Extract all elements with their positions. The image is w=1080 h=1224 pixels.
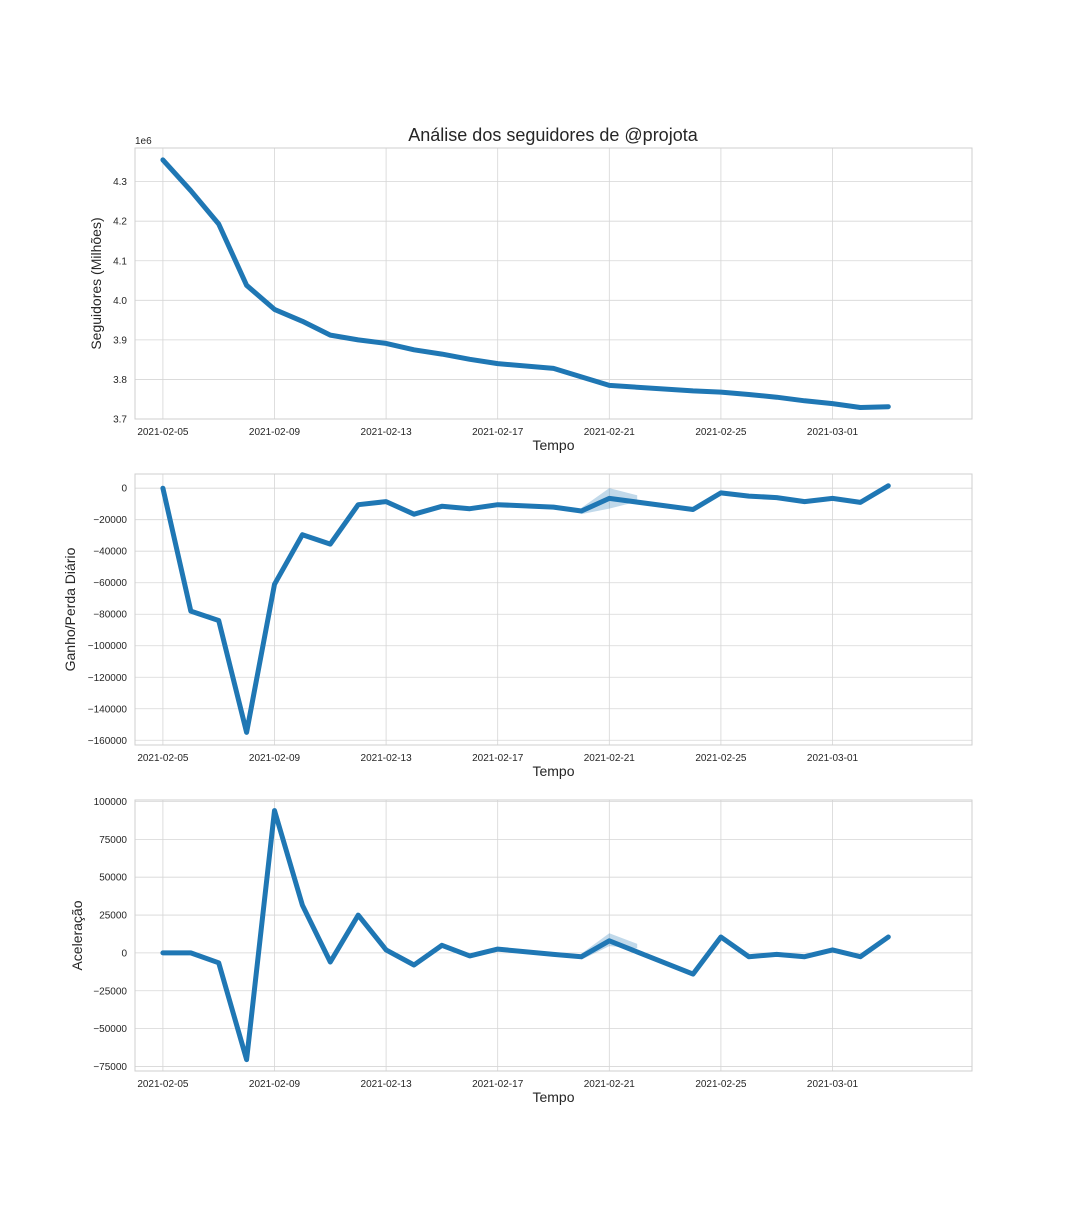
x-axis-label: Tempo [532,437,574,453]
y-axis-label: Seguidores (Milhões) [88,217,104,349]
series-line [160,483,891,735]
y-tick-label: −50000 [93,1024,127,1035]
y-tick-label: −80000 [93,610,127,621]
series-line [160,157,891,410]
confidence-band [581,488,638,515]
axes-frame [134,799,973,1072]
followers-panel: 2021-02-05 2021-02-09 2021-02-13 2021-02-17… [88,136,973,453]
x-tick-label: 2021-03-01 [807,753,859,764]
y-tick-label: −25000 [93,986,127,997]
x-tick-label: 2021-02-09 [249,427,301,438]
y-tick-label: 4.2 [113,217,127,228]
x-tick-label: 2021-02-21 [584,1079,636,1090]
x-tick-label: 2021-02-05 [137,1079,189,1090]
y-tick-label: 0 [121,484,127,495]
acceleration-panel: 2021-02-05 2021-02-09 2021-02-13 2021-02-17… [69,797,973,1105]
x-tick-label: 2021-02-17 [472,753,524,764]
y-tick-label: 50000 [99,873,127,884]
x-axis-label: Tempo [532,1089,574,1105]
x-tick-label: 2021-02-13 [361,753,413,764]
x-tick-label: 2021-02-25 [695,1079,747,1090]
y-tick-label: 25000 [99,911,127,922]
x-tick-label: 2021-03-01 [807,1079,859,1090]
x-tick-label: 2021-02-25 [695,753,747,764]
confidence-band [581,933,638,960]
y-tick-label: 3.7 [113,415,127,426]
x-axis-label: Tempo [532,763,574,779]
x-tick-label: 2021-02-05 [137,753,189,764]
chart-title: Análise dos seguidores de @projota [408,125,698,145]
y-tick-label: −75000 [93,1062,127,1073]
y-tick-label: 3.8 [113,375,127,386]
y-tick-label: 4.3 [113,177,127,188]
x-tick-label: 2021-02-13 [361,1079,413,1090]
y-offset-label: 1e6 [135,136,152,147]
x-tick-label: 2021-02-09 [249,753,301,764]
y-axis-label: Ganho/Perda Diário [62,547,78,671]
series-line [160,808,891,1063]
y-tick-label: 0 [121,948,127,959]
y-tick-label: −160000 [88,736,128,747]
x-tick-label: 2021-03-01 [807,427,859,438]
daily-change-panel: 2021-02-05 2021-02-09 2021-02-13 2021-02-17… [62,473,973,779]
y-tick-label: 100000 [94,797,128,808]
y-axis-label: Aceleração [69,900,85,970]
y-tick-label: −20000 [93,515,127,526]
y-tick-label: −40000 [93,547,127,558]
axes-frame [134,473,973,746]
x-tick-label: 2021-02-21 [584,427,636,438]
y-tick-label: −100000 [88,641,128,652]
y-tick-label: 3.9 [113,335,127,346]
x-tick-label: 2021-02-25 [695,427,747,438]
x-tick-label: 2021-02-17 [472,427,524,438]
y-tick-label: −140000 [88,704,128,715]
x-tick-label: 2021-02-17 [472,1079,524,1090]
x-tick-label: 2021-02-05 [137,427,189,438]
x-tick-label: 2021-02-21 [584,753,636,764]
x-tick-label: 2021-02-13 [361,427,413,438]
y-tick-label: 4.0 [113,296,127,307]
y-tick-label: 4.1 [113,256,127,267]
x-tick-label: 2021-02-09 [249,1079,301,1090]
axes-frame [134,147,973,420]
y-tick-label: 75000 [99,835,127,846]
y-tick-label: −60000 [93,578,127,589]
y-tick-label: −120000 [88,673,128,684]
